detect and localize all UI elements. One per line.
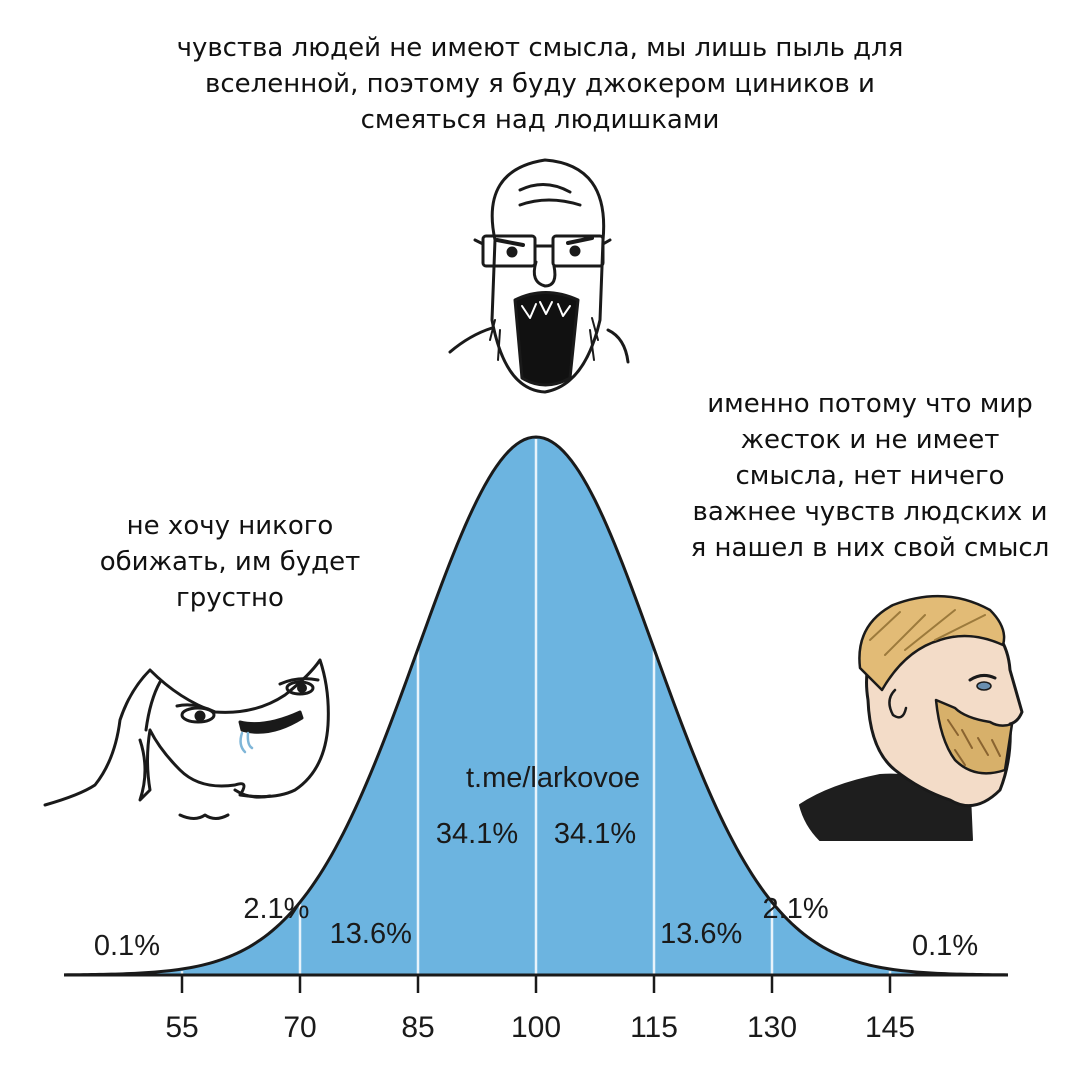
segment-percent-label: 34.1%: [554, 818, 636, 850]
chad-bearded-profile-icon: [799, 594, 1024, 841]
x-tick-label: 70: [283, 1011, 316, 1044]
right-caption-line: именно потому что мир: [707, 389, 1033, 419]
x-tick-label: 130: [747, 1011, 797, 1044]
segment-percent-label: 2.1%: [243, 893, 309, 925]
segment-percent-label: 0.1%: [912, 930, 978, 962]
segment-label-layer: 0.1% 2.1% 13.6% 34.1% 34.1% 13.6% 2.1% 0.1%: [94, 818, 978, 962]
segment-percent-label: 2.1%: [763, 893, 829, 925]
left-caption-line: грустно: [176, 583, 284, 613]
segment-percent-label: 13.6%: [330, 918, 412, 950]
curve-layer: [63, 435, 1009, 977]
x-tick-label: 100: [511, 1011, 561, 1044]
top-caption-line: смеяться над людишками: [360, 105, 720, 135]
x-tick-layer: 55 70 85 100 115 130 145: [165, 975, 915, 1044]
x-tick-label: 85: [401, 1011, 434, 1044]
right-caption-line: смысла, нет ничего: [735, 461, 1005, 491]
top-caption-line: чувства людей не имеют смысла, мы лишь п…: [176, 33, 904, 63]
right-caption: именно потому что мир жесток и не имеет …: [660, 386, 1080, 566]
curve-outline: [63, 435, 1009, 977]
watermark-text: t.me/larkovoe: [466, 762, 640, 794]
x-tick-label: 145: [865, 1011, 915, 1044]
right-caption-line: важнее чувств людских и: [692, 497, 1048, 527]
left-caption-line: обижать, им будет: [99, 547, 361, 577]
top-caption-line: вселенной, поэтому я буду джокером циник…: [205, 69, 875, 99]
left-caption: не хочу никого обижать, им будет грустно: [60, 508, 400, 616]
x-tick-label: 115: [630, 1011, 678, 1044]
x-tick-label: 55: [165, 1011, 198, 1044]
segment-percent-label: 13.6%: [660, 918, 742, 950]
segment-percent-label: 34.1%: [436, 818, 518, 850]
right-caption-line: я нашел в них свой смысл: [690, 533, 1050, 563]
soyjak-glasses-screaming-icon: [448, 158, 630, 394]
right-caption-line: жесток и не имеет: [740, 425, 1000, 455]
left-caption-line: не хочу никого: [126, 511, 334, 541]
segment-percent-label: 0.1%: [94, 930, 160, 962]
wojak-smiling-drooling-icon: [43, 658, 330, 820]
top-caption: чувства людей не имеют смысла, мы лишь п…: [0, 30, 1080, 138]
